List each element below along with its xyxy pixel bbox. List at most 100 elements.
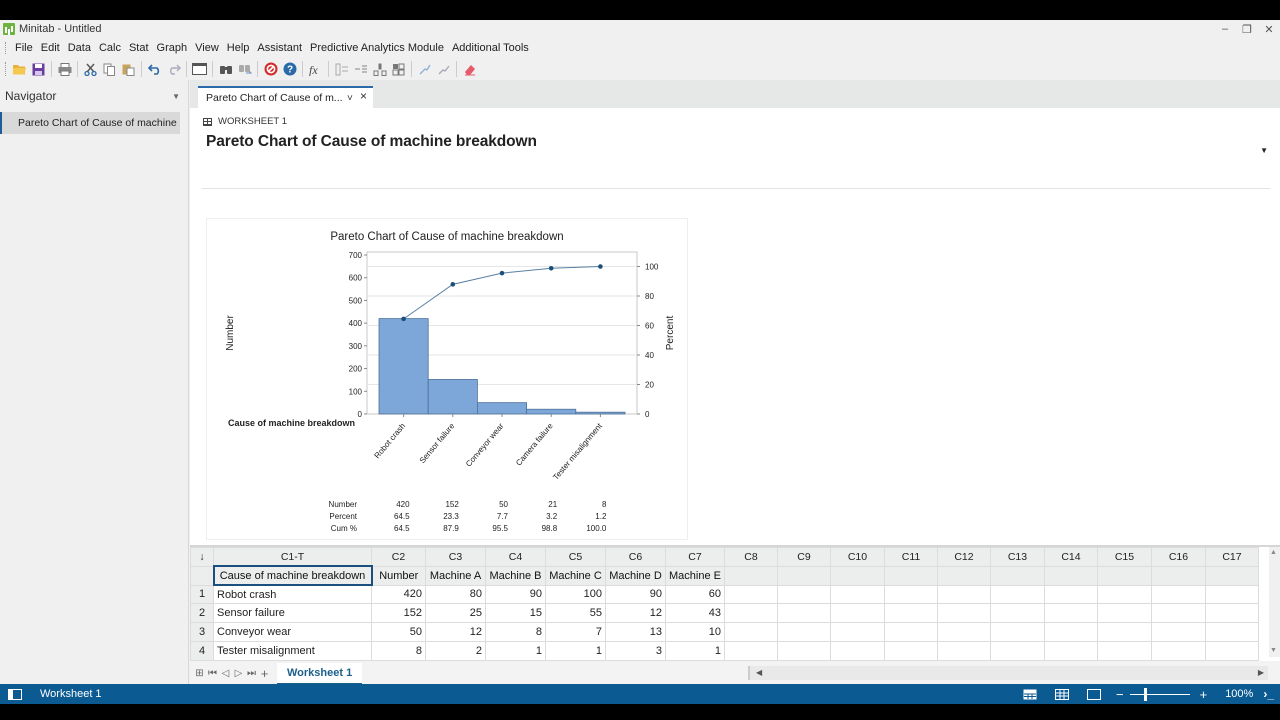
column-header-c15[interactable]: C15 — [1096, 547, 1152, 567]
column-header-c8[interactable]: C8 — [723, 547, 778, 567]
column-header-c5[interactable]: C5 — [545, 547, 606, 567]
data-cell[interactable] — [776, 640, 831, 661]
column-name-cell[interactable] — [936, 565, 991, 586]
data-cell[interactable]: 80 — [425, 584, 486, 605]
pareto-chart[interactable]: Pareto Chart of Cause of machine breakdo… — [206, 218, 688, 540]
data-cell[interactable]: 1 — [485, 640, 546, 661]
column-header-c2[interactable]: C2 — [371, 547, 426, 567]
sheet-list-icon[interactable]: ⊞ — [195, 668, 204, 679]
last-sheet-icon[interactable]: ⏭ — [247, 668, 256, 679]
close-button[interactable]: ✕ — [1264, 23, 1274, 36]
horizontal-scrollbar[interactable]: ◀ ▶ — [748, 666, 1268, 680]
tab-close-icon[interactable]: × — [360, 89, 368, 103]
column-name-cell[interactable] — [1096, 565, 1152, 586]
help-icon[interactable]: ? — [280, 60, 299, 78]
data-cell[interactable]: 2 — [425, 640, 486, 661]
menu-calc[interactable]: Calc — [98, 42, 121, 54]
vertical-scrollbar[interactable]: ▲ ▼ — [1269, 547, 1280, 657]
split-view-icon[interactable] — [1014, 689, 1046, 700]
menu-graph[interactable]: Graph — [156, 42, 188, 54]
data-cell[interactable] — [1150, 584, 1206, 605]
insert-cells-icon[interactable] — [389, 60, 408, 78]
data-cell[interactable] — [883, 603, 938, 624]
row-header[interactable]: 4 — [190, 640, 214, 661]
column-header-c7[interactable]: C7 — [665, 547, 725, 567]
data-cell[interactable] — [1204, 640, 1259, 661]
column-header-c3[interactable]: C3 — [425, 547, 486, 567]
restore-button[interactable]: ❐ — [1242, 23, 1252, 36]
data-cell[interactable]: 12 — [425, 622, 486, 642]
data-cell[interactable] — [936, 603, 991, 624]
data-cell[interactable]: 13 — [605, 622, 666, 642]
cut-icon[interactable] — [81, 60, 100, 78]
data-cell[interactable] — [829, 603, 885, 624]
data-cell[interactable] — [936, 640, 991, 661]
data-cell[interactable] — [989, 603, 1045, 624]
data-cell[interactable] — [1043, 640, 1098, 661]
undo-icon[interactable] — [145, 60, 164, 78]
column-header-c9[interactable]: C9 — [776, 547, 831, 567]
data-cell[interactable] — [989, 640, 1045, 661]
worksheet-view-icon[interactable] — [1046, 688, 1078, 700]
data-cell[interactable]: 3 — [605, 640, 666, 661]
data-cell[interactable] — [723, 603, 778, 624]
data-cell[interactable]: 420 — [371, 584, 426, 605]
output-view-icon[interactable] — [1078, 688, 1110, 700]
data-cell[interactable] — [829, 584, 885, 605]
data-cell[interactable] — [883, 622, 938, 642]
data-cell[interactable]: 60 — [665, 584, 725, 605]
data-cell[interactable] — [1204, 622, 1259, 642]
column-header-c11[interactable]: C11 — [883, 547, 938, 567]
find-icon[interactable] — [216, 60, 235, 78]
column-name-cell[interactable]: Machine D — [605, 565, 666, 586]
column-name-cell[interactable] — [723, 565, 778, 586]
save-icon[interactable] — [29, 60, 48, 78]
data-cell[interactable]: Tester misalignment — [213, 640, 372, 661]
menu-assistant[interactable]: Assistant — [257, 42, 303, 54]
column-name-cell[interactable]: Machine B — [485, 565, 546, 586]
data-cell[interactable] — [1150, 640, 1206, 661]
move-columns-icon[interactable] — [370, 60, 389, 78]
data-cell[interactable] — [829, 640, 885, 661]
data-cell[interactable] — [936, 622, 991, 642]
eraser-icon[interactable] — [460, 60, 479, 78]
insert-rows-icon[interactable] — [332, 60, 351, 78]
zoom-out-button[interactable]: − — [1116, 686, 1124, 702]
column-header-c10[interactable]: C10 — [829, 547, 885, 567]
data-cell[interactable]: 1 — [545, 640, 606, 661]
column-header-c1-t[interactable]: C1-T — [213, 547, 372, 567]
print-icon[interactable] — [55, 60, 74, 78]
column-header-c14[interactable]: C14 — [1043, 547, 1098, 567]
column-name-cell[interactable]: Cause of machine breakdown — [212, 565, 373, 587]
menu-edit[interactable]: Edit — [40, 42, 60, 54]
column-name-cell[interactable] — [1150, 565, 1206, 586]
formula-icon[interactable]: fx — [306, 60, 325, 78]
column-name-cell[interactable]: Machine A — [425, 565, 486, 586]
row-header[interactable]: 1 — [190, 584, 214, 605]
data-cell[interactable]: 12 — [605, 603, 666, 624]
column-name-cell[interactable]: Machine C — [545, 565, 606, 586]
menubar-grip[interactable] — [5, 42, 7, 54]
data-cell[interactable] — [883, 584, 938, 605]
data-cell[interactable] — [936, 584, 991, 605]
data-cell[interactable]: 50 — [371, 622, 426, 642]
row-header[interactable]: 2 — [190, 603, 214, 624]
data-cell[interactable]: Robot crash — [213, 584, 372, 605]
data-cell[interactable]: 25 — [425, 603, 486, 624]
select-all-corner[interactable]: ↓ — [190, 547, 214, 567]
zoom-in-button[interactable]: + — [1199, 686, 1208, 702]
menu-view[interactable]: View — [195, 42, 219, 54]
tab-pareto-chart[interactable]: Pareto Chart of Cause of m... ˅ × — [198, 86, 373, 108]
next-sheet-icon[interactable]: ▷ — [234, 668, 243, 679]
column-header-c12[interactable]: C12 — [936, 547, 991, 567]
data-cell[interactable] — [1204, 603, 1259, 624]
data-cell[interactable] — [989, 622, 1045, 642]
toolbar-grip[interactable] — [5, 62, 7, 76]
command-line-icon[interactable]: ›_ — [1263, 687, 1274, 701]
data-cell[interactable]: 15 — [485, 603, 546, 624]
data-cell[interactable] — [1150, 622, 1206, 642]
output-options-icon[interactable]: ▼ — [1260, 146, 1268, 155]
column-header-c16[interactable]: C16 — [1150, 547, 1206, 567]
data-cell[interactable] — [1096, 622, 1152, 642]
data-cell[interactable] — [1150, 603, 1206, 624]
